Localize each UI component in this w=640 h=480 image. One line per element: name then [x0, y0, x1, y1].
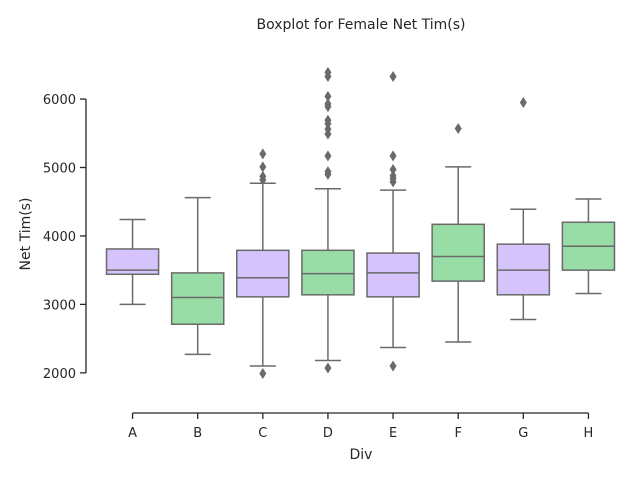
boxes-group	[105, 66, 616, 380]
outlier-point	[259, 161, 267, 173]
iqr-box	[170, 272, 225, 325]
y-tick-label: 3000	[43, 298, 76, 313]
x-tick-label: C	[258, 426, 267, 441]
outlier-point	[389, 164, 397, 176]
x-tick-label: F	[454, 426, 461, 441]
box-e	[366, 70, 420, 372]
box-f	[431, 122, 485, 343]
y-axis-label: Net Tim(s)	[18, 198, 34, 271]
x-tick-label: H	[584, 426, 594, 441]
box-b	[170, 196, 225, 356]
outlier-point	[324, 166, 332, 178]
y-tick-label: 5000	[43, 162, 76, 177]
outlier-point	[324, 362, 332, 374]
outlier-point	[454, 122, 462, 134]
x-tick-label: B	[193, 426, 202, 441]
x-tick-label: D	[323, 426, 333, 441]
chart-title: Boxplot for Female Net Tim(s)	[257, 17, 466, 33]
outlier-point	[389, 150, 397, 162]
outlier-point	[324, 114, 332, 126]
outlier-point	[389, 170, 397, 182]
box-c	[236, 148, 290, 380]
x-axis: A B C D E F G H	[128, 412, 594, 441]
outlier-point	[324, 90, 332, 102]
box-h	[561, 198, 616, 295]
box-a	[105, 218, 160, 306]
iqr-box	[366, 252, 420, 298]
iqr-box	[431, 223, 485, 282]
x-tick-label: G	[518, 426, 528, 441]
outlier-point	[519, 96, 527, 108]
outlier-point	[389, 360, 397, 372]
outlier-point	[259, 368, 267, 380]
y-tick-label: 2000	[43, 367, 76, 382]
x-tick-label: A	[128, 426, 137, 441]
box-g	[496, 96, 551, 321]
x-axis-label: Div	[350, 447, 373, 463]
y-tick-label: 6000	[43, 93, 76, 108]
iqr-box	[301, 249, 355, 296]
y-tick-label: 4000	[43, 230, 76, 245]
y-axis: 2000 3000 4000 5000 6000	[43, 93, 87, 382]
outlier-point	[324, 150, 332, 162]
outlier-point	[259, 148, 267, 160]
box-d	[301, 66, 355, 374]
outlier-point	[259, 170, 267, 182]
outlier-point	[324, 66, 332, 78]
x-tick-label: E	[389, 426, 397, 441]
outlier-point	[389, 70, 397, 82]
outlier-point	[324, 98, 332, 110]
iqr-box	[236, 249, 290, 298]
